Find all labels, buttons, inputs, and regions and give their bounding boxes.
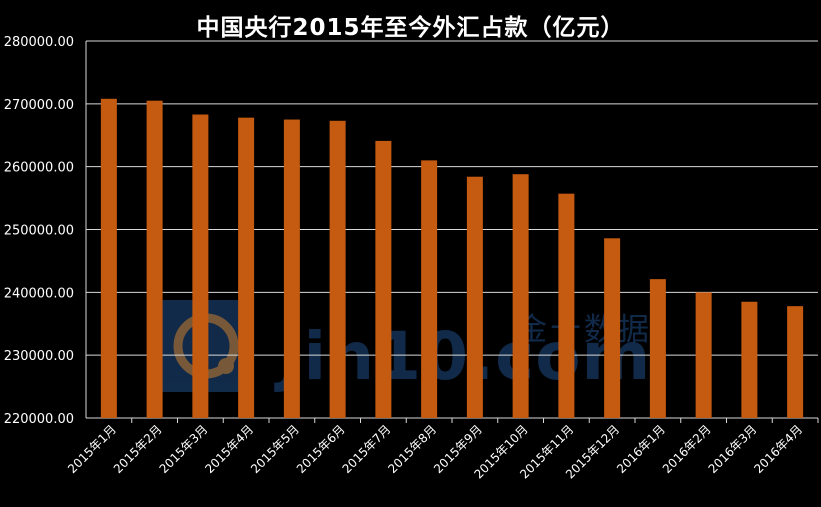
x-tick-label: 2015年7月 — [340, 422, 394, 476]
x-tick-label: 2015年2月 — [111, 422, 165, 476]
bar — [238, 117, 255, 418]
bar — [100, 98, 117, 418]
x-tick-label: 2015年1月 — [65, 422, 119, 476]
bar — [375, 140, 392, 418]
bar — [787, 306, 804, 418]
y-tick-label: 220000.00 — [4, 412, 74, 427]
bar — [421, 160, 438, 418]
bar — [695, 292, 712, 418]
y-tick-label: 280000.00 — [4, 35, 74, 50]
y-tick-label: 260000.00 — [4, 161, 74, 176]
bar — [466, 176, 483, 418]
watermark-cn-text: 金十数据 — [516, 312, 652, 348]
chart-title: 中国央行2015年至今外汇占款（亿元） — [196, 15, 625, 41]
bar — [146, 100, 163, 419]
bar — [512, 174, 529, 418]
bar — [192, 114, 209, 418]
bar — [649, 279, 666, 418]
y-tick-label: 230000.00 — [4, 349, 74, 364]
x-tick-label: 2016年1月 — [614, 422, 668, 476]
x-tick-label: 2015年5月 — [248, 422, 302, 476]
bar — [604, 238, 621, 418]
bar — [558, 193, 575, 418]
x-tick-label: 2015年8月 — [385, 422, 439, 476]
x-tick-label: 2015年3月 — [157, 422, 211, 476]
x-tick-label: 2015年4月 — [202, 422, 256, 476]
y-tick-label: 250000.00 — [4, 224, 74, 239]
x-tick-label: 2016年3月 — [706, 422, 760, 476]
x-tick-label: 2016年4月 — [751, 422, 805, 476]
y-tick-label: 240000.00 — [4, 286, 74, 301]
bar — [329, 120, 346, 418]
y-tick-label: 270000.00 — [4, 98, 74, 113]
x-tick-label: 2015年6月 — [294, 422, 348, 476]
x-tick-label: 2016年2月 — [660, 422, 714, 476]
bar — [741, 301, 758, 418]
bar — [283, 119, 300, 419]
